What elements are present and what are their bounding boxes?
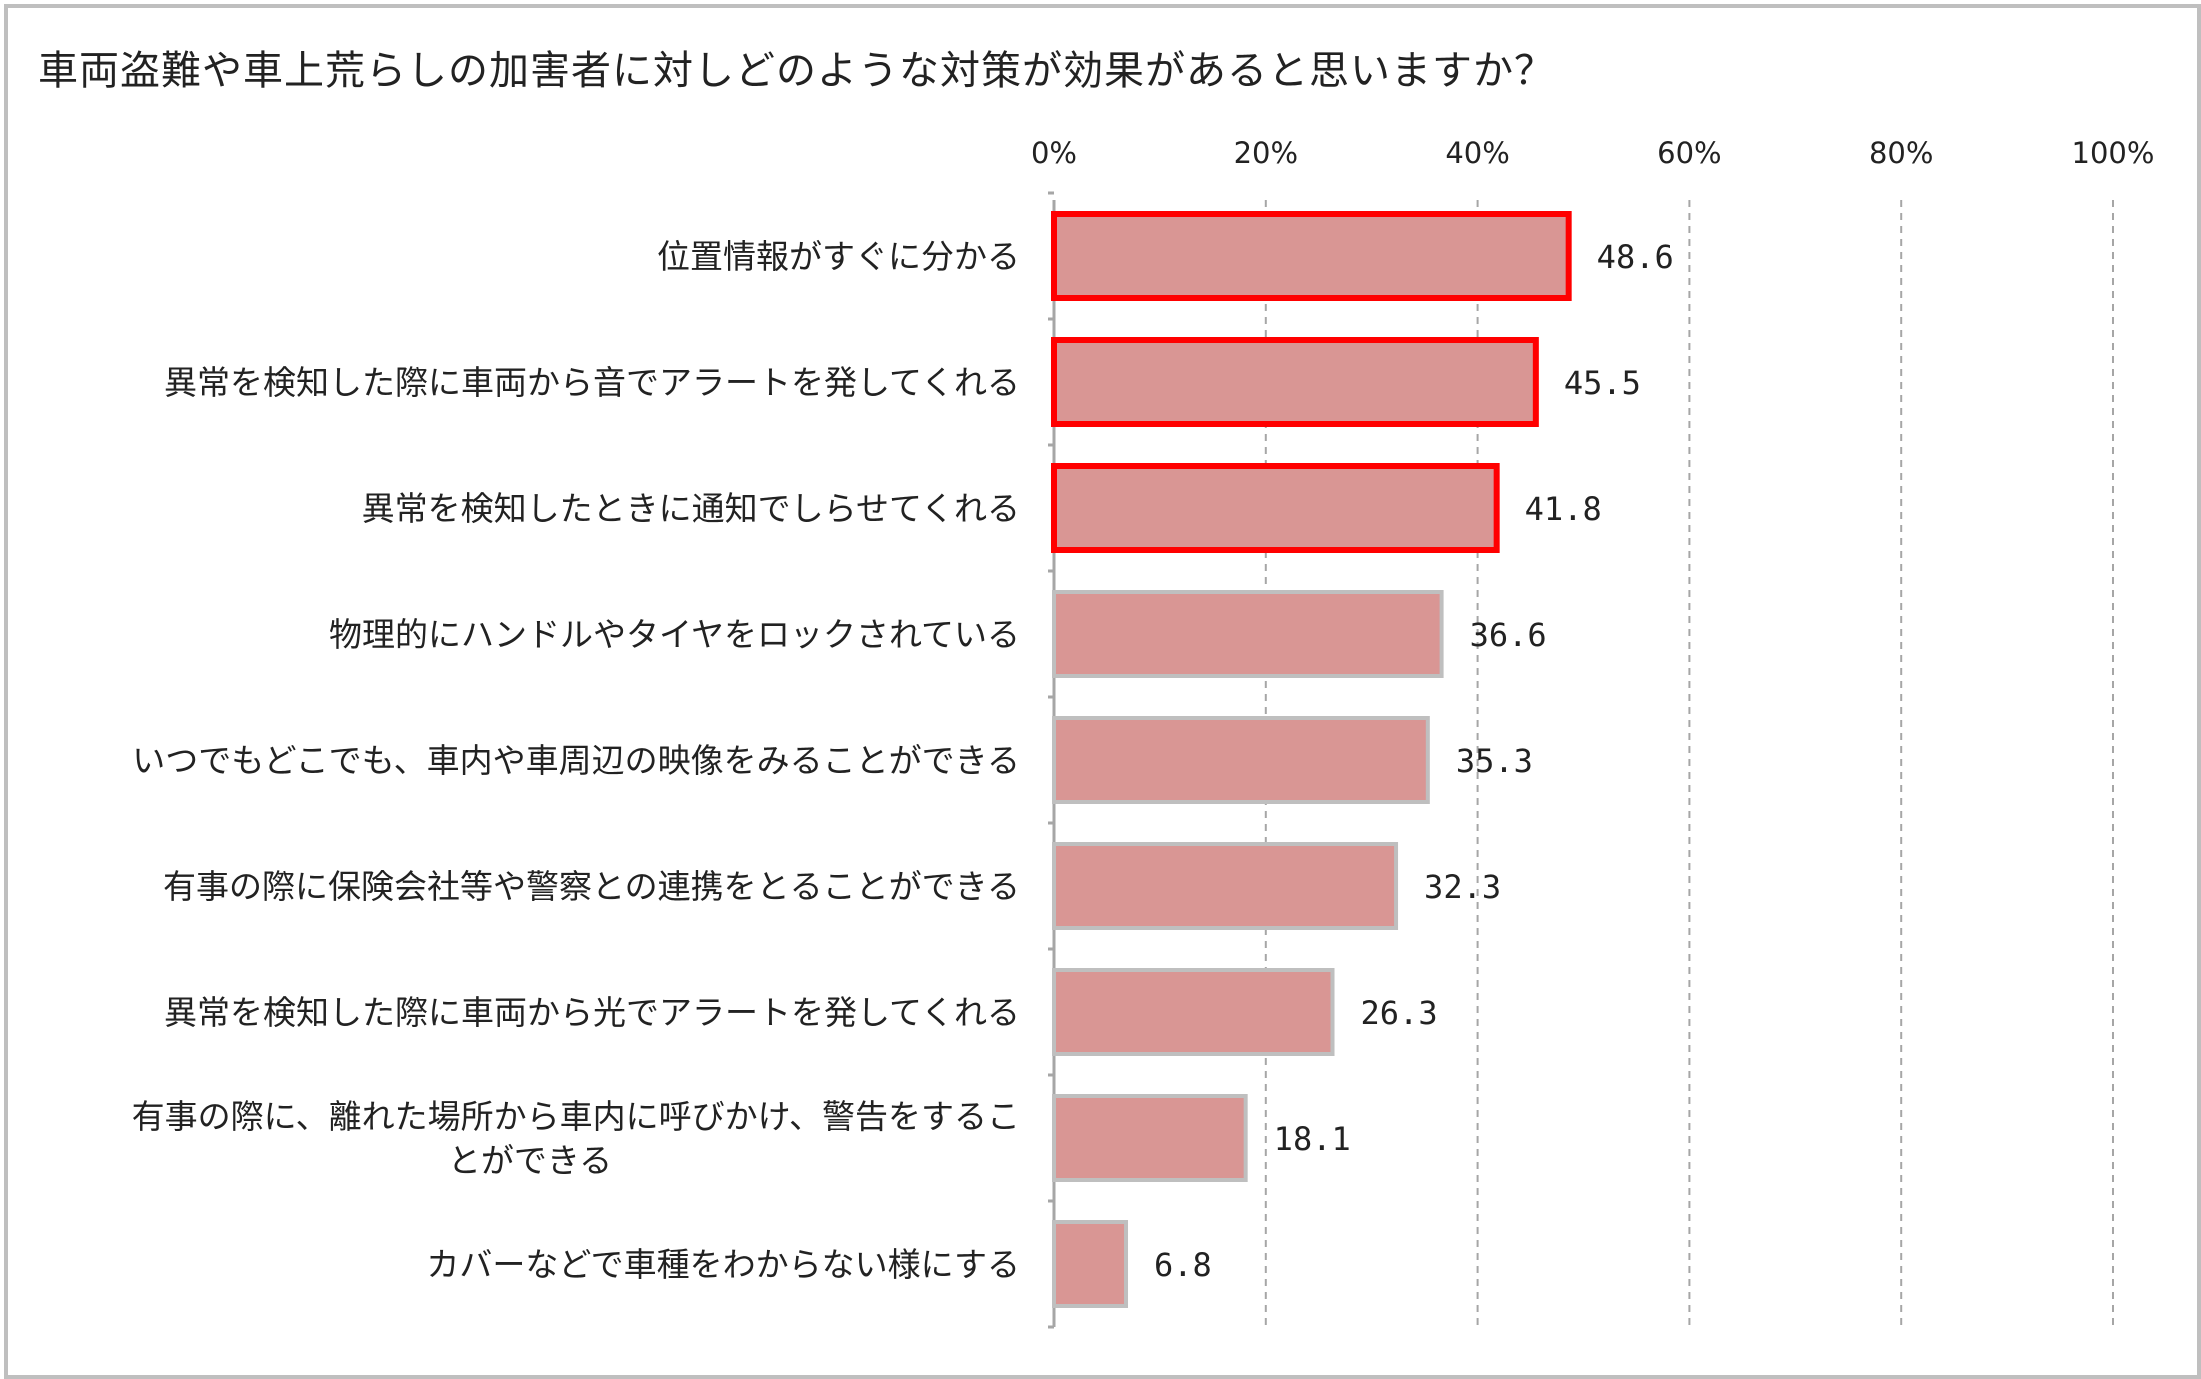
x-tick-label: 40% (1445, 136, 1509, 170)
bar (1052, 590, 1444, 678)
data-label: 6.8 (1154, 1246, 1212, 1284)
category-label: 有事の際に、離れた場所から車内に呼びかけ、警告をするこ (132, 1097, 1020, 1136)
data-label: 26.3 (1361, 994, 1438, 1032)
bar (1052, 716, 1430, 804)
bar (1052, 968, 1335, 1056)
category-label: 物理的にハンドルやタイヤをロックされている (329, 615, 1020, 654)
category-label: 有事の際に保険会社等や警察との連携をとることができる (163, 867, 1020, 906)
data-label: 48.6 (1597, 238, 1674, 276)
data-label: 36.6 (1470, 616, 1547, 654)
data-label: 35.3 (1456, 742, 1533, 780)
x-tick-label: 80% (1869, 136, 1933, 170)
data-label: 45.5 (1564, 364, 1641, 402)
data-label: 18.1 (1274, 1120, 1351, 1158)
bar-highlighted (1051, 337, 1539, 427)
bar (1052, 842, 1399, 930)
x-tick-label: 60% (1657, 136, 1721, 170)
category-label: 異常を検知した際に車両から音でアラートを発してくれる (164, 363, 1020, 402)
bar-highlighted (1051, 211, 1572, 301)
bar-highlighted (1051, 463, 1500, 553)
bar (1052, 1094, 1248, 1182)
category-label: 異常を検知した際に車両から光でアラートを発してくれる (164, 993, 1020, 1032)
data-label: 32.3 (1424, 868, 1501, 906)
x-tick-label: 0% (1031, 136, 1077, 170)
chart-title: 車両盗難や車上荒らしの加害者に対しどのような対策が効果があると思いますか？ (38, 48, 1555, 94)
category-label: とができる (448, 1141, 612, 1180)
bar (1052, 1220, 1129, 1308)
category-label: カバーなどで車種をわからない様にする (426, 1245, 1020, 1284)
x-tick-label: 20% (1234, 136, 1298, 170)
category-label: 位置情報がすぐに分かる (657, 237, 1020, 276)
x-tick-label: 100% (2072, 136, 2155, 170)
data-label: 41.8 (1525, 490, 1602, 528)
category-label: 異常を検知したときに通知でしらせてくれる (362, 489, 1020, 528)
category-label: いつでもどこでも、車内や車周辺の映像をみることができる (132, 741, 1020, 780)
